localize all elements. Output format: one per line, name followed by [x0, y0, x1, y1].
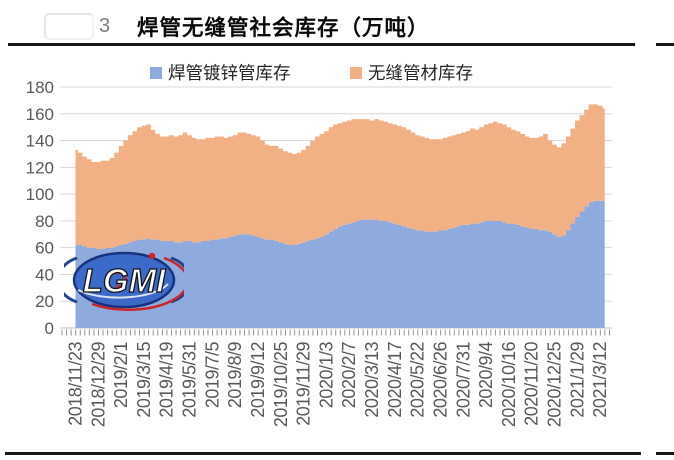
x-axis-label-2019-3-15: 2019/3/15	[134, 342, 154, 418]
x-axis-label-2020-9-4: 2020/9/4	[476, 342, 496, 409]
x-axis-label-2019-9-12: 2019/9/12	[248, 342, 268, 418]
y-axis-label-160: 160	[26, 105, 54, 124]
x-axis-label-2021-3-12: 2021/3/12	[590, 342, 610, 418]
logo-text: LGMI	[83, 262, 166, 299]
x-axis-label-2018-11-23: 2018/11/23	[66, 342, 86, 426]
x-axis-label-2019-7-5: 2019/7/5	[202, 342, 222, 409]
x-axis-label-2020-2-7: 2020/2/7	[339, 342, 359, 409]
logo-red-dot	[148, 252, 156, 260]
legend-label-welded-galvanized: 焊管镀锌管库存	[168, 63, 291, 83]
x-axis-label-2019-10-25: 2019/10/25	[271, 342, 291, 428]
y-axis-label-20: 20	[35, 292, 54, 311]
x-axis-label-2020-11-20: 2020/11/20	[522, 342, 542, 426]
series-area-welded-galvanized	[75, 200, 605, 328]
legend-item-welded-galvanized: 焊管镀锌管库存	[150, 60, 291, 85]
chart-legend: 焊管镀锌管库存 无缝管材库存	[0, 60, 674, 83]
x-axis-label-2019-5-31: 2019/5/31	[180, 342, 200, 418]
adjacent-column-rule-bottom	[656, 452, 674, 455]
x-axis-label-2019-11-29: 2019/11/29	[294, 342, 314, 426]
x-axis-label-2021-1-29: 2021/1/29	[567, 342, 587, 418]
x-axis-label-2020-3-13: 2020/3/13	[362, 342, 382, 418]
chart-title: 焊管无缝管社会库存（万吨）	[137, 16, 430, 40]
adjacent-column-rule-top	[656, 43, 674, 46]
x-axis-label-2020-5-22: 2020/5/22	[408, 342, 428, 418]
x-axis-label-2018-12-29: 2018/12/29	[88, 342, 108, 428]
legend-item-seamless: 无缝管材库存	[350, 60, 473, 85]
y-axis-label-0: 0	[45, 319, 54, 338]
legend-label-seamless: 无缝管材库存	[368, 63, 473, 83]
x-axis-label-2020-4-17: 2020/4/17	[385, 342, 405, 418]
y-axis-label-40: 40	[35, 265, 54, 284]
series-area-seamless	[75, 104, 605, 250]
logo-left-paren	[64, 256, 78, 304]
x-axis-label-2020-1-3: 2020/1/3	[316, 342, 336, 409]
figure-number: 3	[99, 15, 111, 37]
lgmi-logo-watermark: LGMI	[64, 251, 184, 312]
bottom-rule	[5, 452, 641, 455]
legend-swatch-welded-galvanized	[150, 66, 162, 79]
logo-red-swoosh	[91, 256, 184, 312]
logo-g-red-accent	[113, 271, 127, 288]
y-axis-label-180: 180	[26, 78, 54, 97]
x-axis-label-2020-6-26: 2020/6/26	[431, 342, 451, 418]
y-axis-label-120: 120	[26, 158, 54, 177]
x-axis-label-2019-4-19: 2019/4/19	[157, 342, 177, 418]
legend-swatch-seamless	[350, 66, 362, 79]
x-axis-label-2020-7-31: 2020/7/31	[453, 342, 473, 418]
x-axis-label-2020-10-16: 2020/10/16	[499, 342, 519, 428]
logo-right-paren	[170, 256, 184, 304]
y-axis-label-80: 80	[35, 212, 54, 231]
x-axis-label-2020-12-25: 2020/12/25	[545, 342, 565, 428]
x-axis-label-2019-2-1: 2019/2/1	[111, 342, 131, 409]
logo-white-swoosh	[77, 283, 169, 299]
y-axis-label-60: 60	[35, 239, 54, 258]
title-underline	[8, 43, 635, 46]
y-axis-label-100: 100	[26, 185, 54, 204]
erased-label-smudge	[44, 13, 94, 40]
x-axis-label-2019-8-9: 2019/8/9	[225, 342, 245, 409]
y-axis-label-140: 140	[26, 132, 54, 151]
